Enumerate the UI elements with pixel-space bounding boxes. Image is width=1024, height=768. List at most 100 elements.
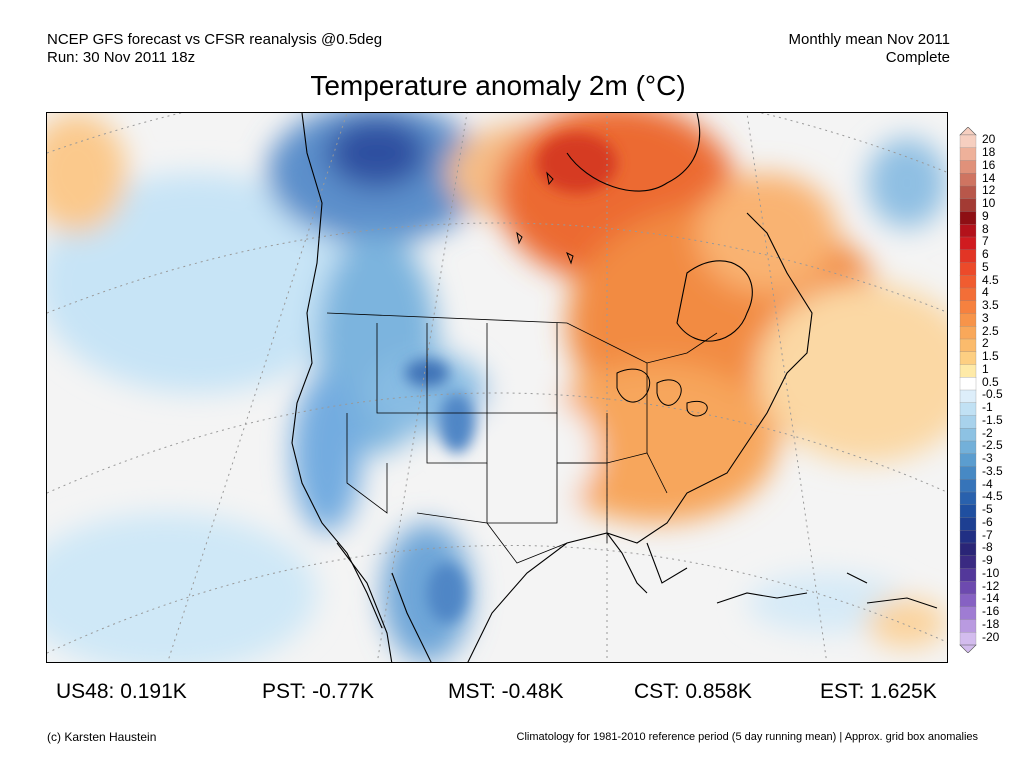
colorbar-swatch [959,211,977,225]
stat-est: EST: 1.625K [820,680,937,703]
colorbar-swatch [959,326,977,340]
colorbar-tick-label: -3.5 [982,463,1003,478]
colorbar-tick-label: 8 [982,221,989,236]
colorbar-swatch [959,440,977,455]
colorbar-tick-label: -12 [982,578,1000,593]
run-time: Run: 30 Nov 2011 18z [47,49,196,66]
colorbar-tick-label: -10 [982,565,1000,580]
colorbar-swatch [959,555,977,569]
anomaly-field [47,113,947,662]
colorbar-swatch [959,134,977,149]
colorbar-swatch [959,504,977,518]
graticule [47,113,947,662]
colorbar-tick-label: -1.5 [982,412,1003,427]
colorbar-tick-label: -7 [982,527,993,542]
colorbar-tick-label: 2 [982,336,989,351]
colorbar-tick-label: 18 [982,145,996,160]
colorbar-swatch [959,275,977,289]
colorbar-swatch [959,173,977,187]
copyright: (c) Karsten Haustein [47,730,157,744]
colorbar-tick-label: 9 [982,208,989,223]
colorbar-swatch [959,466,977,480]
colorbar-tick-label: 4.5 [982,272,999,287]
colorbar-swatch [959,185,977,200]
map-title: Temperature anomaly 2m (°C) [310,70,686,101]
colorbar-tick-label: -8 [982,540,993,555]
coastlines [291,113,938,662]
completion-status: Complete [885,49,950,66]
colorbar-tick-label: 2.5 [982,323,999,338]
colorbar-swatch [959,236,977,251]
colorbar-swatch [959,568,977,582]
colorbar-swatch [959,338,977,353]
colorbar-swatch [959,402,977,416]
colorbar-swatch [959,389,977,404]
colorbar-swatch [959,530,977,544]
colorbar-tick-label: 3 [982,310,989,325]
colorbar-swatch [959,479,977,493]
header-right: Monthly mean Nov 2011 Complete [789,31,950,67]
colorbar-swatch [959,300,977,314]
colorbar [959,127,977,653]
colorbar-tick-label: 1 [982,361,989,376]
colorbar-swatch [959,606,977,620]
colorbar-tick-label: -4 [982,476,993,491]
colorbar-max-arrow [959,127,977,136]
colorbar-swatch [959,147,977,161]
colorbar-tick-label: -2 [982,425,993,440]
colorbar-swatch [959,160,977,174]
colorbar-swatch [959,517,977,531]
colorbar-tick-label: 5 [982,259,989,274]
colorbar-tick-label: 0.5 [982,374,999,389]
colorbar-tick-label: -3 [982,451,993,466]
colorbar-swatch [959,581,977,595]
colorbar-swatch [959,198,977,212]
colorbar-min-arrow [959,644,977,653]
colorbar-swatch [959,453,977,467]
colorbar-tick-label: -14 [982,591,1000,606]
colorbar-swatch [959,287,977,302]
colorbar-swatch [959,428,977,442]
colorbar-swatch [959,377,977,391]
colorbar-tick-label: 3.5 [982,298,999,313]
political-borders [326,312,718,564]
colorbar-swatch [959,619,977,633]
colorbar-tick-label: 12 [982,183,996,198]
colorbar-tick-label: 4 [982,285,989,300]
stat-pst: PST: -0.77K [262,680,375,703]
colorbar-tick-label: -2.5 [982,438,1003,453]
colorbar-tick-label: 7 [982,234,989,249]
colorbar-tick-label: -4.5 [982,489,1003,504]
colorbar-swatch [959,415,977,429]
colorbar-tick-label: -20 [982,629,1000,644]
colorbar-tick-label: -0.5 [982,387,1003,402]
period-label: Monthly mean Nov 2011 [788,31,950,48]
colorbar-swatch [959,542,977,557]
colorbar-tick-label: 10 [982,196,996,211]
colorbar-swatch [959,364,977,378]
colorbar-swatch [959,632,977,646]
stat-mst: MST: -0.48K [448,680,564,703]
colorbar-swatch [959,491,977,506]
colorbar-tick-label: 1.5 [982,349,999,364]
colorbar-tick-label: -16 [982,604,1000,619]
colorbar-swatch [959,224,977,238]
colorbar-swatch [959,313,977,327]
colorbar-swatch [959,351,977,365]
colorbar-swatches [959,127,977,653]
colorbar-tick-label: -1 [982,400,993,415]
colorbar-tick-label: -18 [982,616,1000,631]
colorbar-tick-label: -5 [982,502,993,517]
colorbar-swatch [959,249,977,263]
colorbar-swatch [959,593,977,608]
colorbar-tick-label: 6 [982,247,989,262]
colorbar-tick-label: 14 [982,170,996,185]
colorbar-tick-label: 20 [982,132,996,147]
anomaly-map [46,112,948,663]
colorbar-tick-label: -6 [982,514,993,529]
stat-cst: CST: 0.858K [634,680,752,703]
model-description: NCEP GFS forecast vs CFSR reanalysis @0.… [47,31,383,48]
stat-us48: US48: 0.191K [56,680,187,703]
header-left: NCEP GFS forecast vs CFSR reanalysis @0.… [47,31,382,67]
lakes [516,171,708,417]
